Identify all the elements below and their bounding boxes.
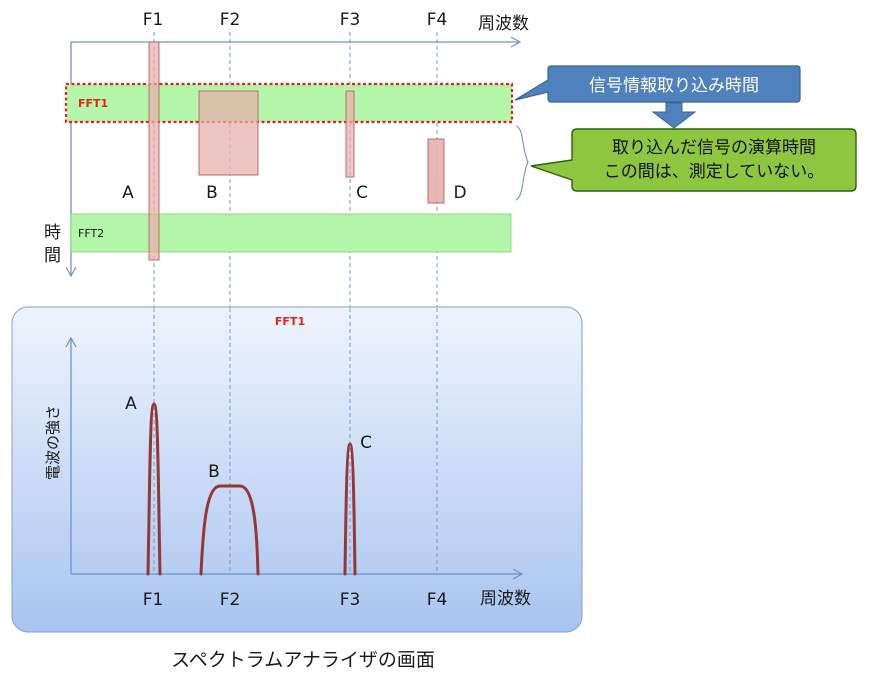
bottom-x-axis-label: 周波数 [480, 589, 531, 609]
signal-d-block [427, 138, 445, 204]
signal-label-d: D [453, 183, 466, 203]
bottom-frequency-labels: F1 F2 F3 F4 [143, 590, 448, 610]
signal-a-block [148, 41, 160, 261]
signal-c-block [345, 90, 355, 178]
fft1-bar [67, 84, 512, 122]
peak-c-curve [343, 442, 357, 576]
signal-label-a: A [122, 183, 134, 203]
signal-labels: A B C D [122, 183, 466, 203]
signal-label-b: B [206, 183, 218, 203]
peak-b-curve [199, 484, 260, 576]
peak-a-curve [146, 402, 162, 576]
time-axis-label-1: 時 [44, 223, 61, 243]
time-axis-label-2: 間 [44, 246, 61, 266]
screen-title: FFT1 [275, 315, 305, 328]
top-freq-label-f1: F1 [143, 10, 164, 30]
peak-label-c: C [360, 433, 372, 453]
top-freq-label-f2: F2 [220, 10, 241, 30]
top-freq-label-f4: F4 [427, 10, 448, 30]
peak-label-a: A [125, 394, 137, 414]
computation-time-brace [515, 125, 529, 201]
top-frequency-labels: F1 F2 F3 F4 [143, 10, 448, 30]
spectrum-analyzer-screen [11, 306, 583, 633]
fft1-bar-label: FFT1 [78, 97, 108, 110]
bottom-freq-label-f4: F4 [427, 590, 448, 610]
acquisition-time-callout: 信号情報取り込み時間 [514, 65, 801, 103]
fft2-bar-label: FFT2 [78, 227, 104, 240]
callout-down-arrow [651, 102, 697, 129]
top-x-axis-label: 周波数 [478, 14, 529, 34]
signal-b-block [198, 90, 259, 176]
fft2-bar [70, 213, 512, 253]
diagram-caption: スペクトラムアナライザの画面 [171, 649, 435, 671]
spectrum-peaks [146, 402, 357, 576]
computation-time-callout: 取り込んだ信号の演算時間 この間は、測定していない。 [530, 128, 857, 192]
peak-label-b: B [208, 462, 220, 482]
signal-label-c: C [356, 183, 368, 203]
strength-axis-label: 電波の強さ [44, 405, 62, 480]
bottom-freq-label-f1: F1 [143, 590, 164, 610]
panel-guide-lines [153, 308, 438, 574]
acquisition-time-callout-text: 信号情報取り込み時間 [589, 76, 759, 96]
top-freq-label-f3: F3 [340, 10, 361, 30]
computation-callout-line2: この間は、測定していない。 [604, 162, 825, 182]
bottom-freq-label-f3: F3 [340, 590, 361, 610]
fft1-acquisition-dashed-frame [64, 82, 514, 124]
signal-blocks [148, 41, 445, 261]
bottom-freq-label-f2: F2 [220, 590, 241, 610]
computation-callout-line1: 取り込んだ信号の演算時間 [612, 138, 816, 158]
